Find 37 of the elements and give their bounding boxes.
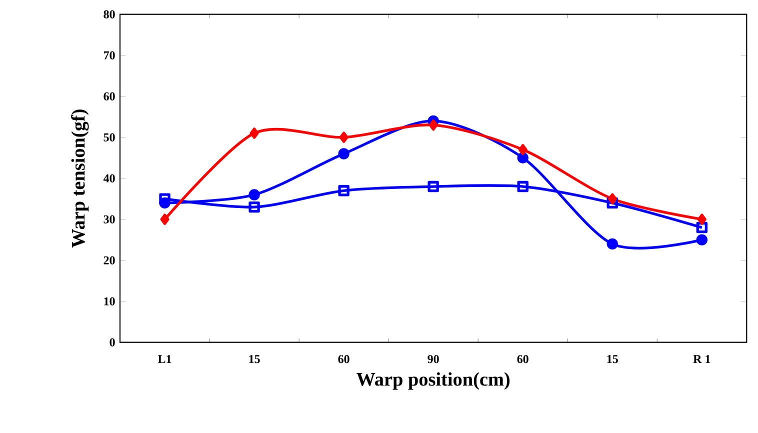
point xyxy=(338,148,350,160)
point xyxy=(338,185,350,196)
y-tick-label: 60 xyxy=(104,92,115,100)
x-tick-label: R 1 xyxy=(693,355,710,363)
point xyxy=(248,189,260,200)
point xyxy=(428,180,439,192)
point xyxy=(606,197,618,209)
x-tick-label: 60 xyxy=(517,355,528,364)
x-tick-label: 15 xyxy=(607,355,618,364)
y-tick-label: 50 xyxy=(104,133,115,142)
y-tick-label: 70 xyxy=(104,51,115,60)
x-tick-label: 60 xyxy=(338,355,350,364)
y-tick-label: 10 xyxy=(104,297,115,306)
point xyxy=(339,132,348,143)
point xyxy=(518,144,528,156)
point xyxy=(608,193,617,204)
x-tick-label: 90 xyxy=(428,355,439,364)
point xyxy=(160,214,170,225)
point xyxy=(428,119,438,131)
point xyxy=(697,214,706,225)
y-tick-label: 30 xyxy=(104,215,115,224)
y-tick-label: 80 xyxy=(104,10,115,18)
point xyxy=(250,128,259,139)
x-tick-label: L1 xyxy=(158,355,172,363)
point xyxy=(248,201,260,213)
point xyxy=(517,152,528,164)
x-tick-label: 15 xyxy=(249,355,260,364)
point xyxy=(517,180,528,192)
point xyxy=(696,222,708,234)
point xyxy=(159,197,170,209)
y-tick-label: 20 xyxy=(104,256,115,264)
x-axis-title: Warp position(cm) xyxy=(356,372,510,390)
point xyxy=(606,238,618,250)
y-tick-label: 40 xyxy=(103,174,115,182)
y-tick-label: 0 xyxy=(110,338,115,346)
y-axis-title: Warp tension(gf) xyxy=(71,110,89,248)
point xyxy=(696,234,708,246)
